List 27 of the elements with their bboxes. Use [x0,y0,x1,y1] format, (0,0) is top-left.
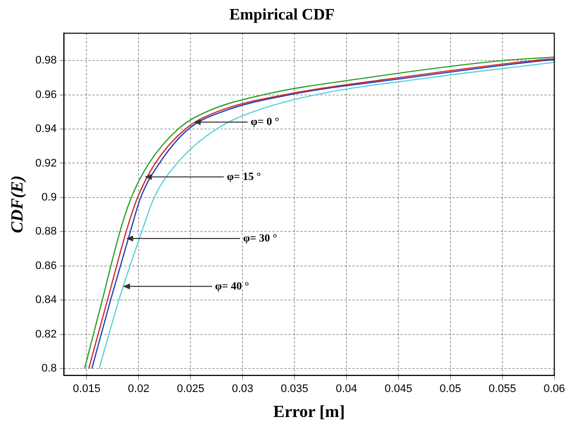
annotation: φ= 15 ° [226,170,261,183]
x-tick-label: 0.055 [488,383,516,396]
y-tick-label: 0.94 [35,123,57,136]
annotation: φ= 0 ° [250,116,280,128]
y-tick-label: 0.82 [35,328,57,340]
y-tick-label: 0.98 [35,54,57,67]
x-tick-label: 0.05 [440,383,462,396]
x-tick-label: 0.03 [232,383,254,396]
y-tick-label: 0.96 [35,88,57,101]
annotation: φ= 40 ° [215,280,250,292]
x-axis-title: Error [m] [273,402,345,422]
y-tick-label: 0.9 [42,191,57,204]
x-tick-label: 0.035 [280,383,308,396]
y-tick-label: 0.86 [35,260,57,272]
annotation: φ= 30 ° [243,232,278,244]
y-tick-label: 0.88 [35,226,57,238]
y-axis-title: CDF(E) [8,175,27,234]
x-tick-label: 0.02 [128,383,150,396]
x-tick-label: 0.025 [176,383,204,396]
x-tick-label: 0.06 [544,383,566,396]
x-tick-label: 0.045 [384,383,412,396]
y-tick-label: 0.92 [35,157,57,170]
y-tick-label: 0.8 [42,362,57,375]
x-tick-label: 0.015 [72,383,100,396]
y-tick-label: 0.84 [35,294,57,306]
chart-title: Empirical CDF [229,6,335,24]
x-tick-label: 0.04 [336,383,358,396]
